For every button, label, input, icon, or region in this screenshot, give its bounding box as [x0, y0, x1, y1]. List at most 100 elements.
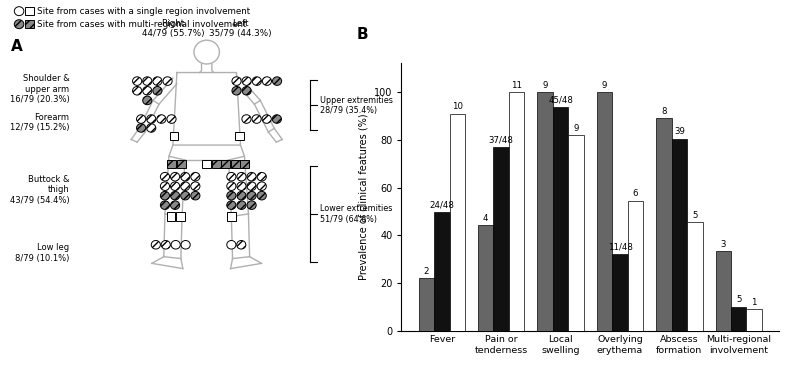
Text: 11/48: 11/48	[607, 243, 632, 251]
Bar	[434, 212, 449, 331]
Circle shape	[151, 240, 161, 249]
Circle shape	[232, 86, 241, 95]
Text: 6: 6	[633, 189, 638, 198]
Bar	[235, 132, 243, 140]
Circle shape	[14, 7, 24, 16]
Circle shape	[153, 86, 162, 95]
Circle shape	[153, 77, 162, 85]
Circle shape	[242, 115, 251, 123]
Circle shape	[180, 182, 190, 190]
Circle shape	[14, 20, 24, 29]
Circle shape	[232, 77, 241, 85]
Bar	[176, 212, 184, 221]
Circle shape	[262, 115, 271, 123]
Circle shape	[227, 240, 236, 249]
Bar	[731, 307, 747, 331]
Circle shape	[157, 115, 166, 123]
Bar	[568, 135, 584, 331]
Bar	[509, 92, 525, 331]
Circle shape	[257, 172, 266, 181]
Circle shape	[161, 191, 169, 200]
Text: 1: 1	[751, 298, 757, 307]
Bar	[25, 7, 34, 15]
Bar	[240, 160, 249, 168]
Bar	[221, 160, 231, 168]
Circle shape	[237, 172, 246, 181]
Circle shape	[142, 96, 152, 105]
Text: 8: 8	[661, 107, 667, 116]
Text: Site from cases with multi-regional involvement: Site from cases with multi-regional invo…	[37, 20, 246, 29]
Bar	[672, 139, 687, 331]
Bar	[176, 160, 185, 168]
Text: Right
44/79 (55.7%): Right 44/79 (55.7%)	[142, 19, 204, 38]
Circle shape	[227, 182, 236, 190]
Circle shape	[170, 172, 180, 181]
Circle shape	[180, 172, 190, 181]
Text: Left
35/79 (44.3%): Left 35/79 (44.3%)	[209, 19, 272, 38]
Circle shape	[242, 77, 251, 85]
Text: 5: 5	[736, 295, 742, 304]
Bar	[167, 160, 176, 168]
Bar	[553, 107, 568, 331]
Circle shape	[257, 182, 266, 190]
Circle shape	[146, 115, 156, 123]
Text: Shoulder &
upper arm
16/79 (20.3%): Shoulder & upper arm 16/79 (20.3%)	[10, 74, 70, 104]
Text: 4: 4	[483, 214, 488, 222]
Bar	[537, 92, 553, 331]
Text: 37/48: 37/48	[489, 135, 514, 144]
Circle shape	[242, 86, 251, 95]
Bar	[628, 201, 643, 331]
Circle shape	[237, 201, 246, 209]
Circle shape	[161, 182, 169, 190]
Circle shape	[161, 172, 169, 181]
Circle shape	[191, 191, 200, 200]
Circle shape	[272, 115, 281, 123]
Text: Low leg
8/79 (10.1%): Low leg 8/79 (10.1%)	[15, 243, 70, 263]
Circle shape	[137, 124, 145, 132]
Text: 3: 3	[720, 240, 726, 249]
Circle shape	[191, 182, 200, 190]
Bar	[211, 160, 220, 168]
Text: 9: 9	[573, 124, 579, 133]
Bar	[656, 118, 672, 331]
Text: A: A	[11, 39, 23, 54]
Bar	[494, 147, 509, 331]
Text: 9: 9	[542, 81, 548, 90]
Bar	[231, 160, 239, 168]
Bar	[449, 114, 465, 331]
Text: 24/48: 24/48	[429, 200, 454, 209]
Text: 11: 11	[511, 81, 522, 90]
Circle shape	[273, 77, 281, 85]
Circle shape	[237, 191, 246, 200]
Bar	[227, 212, 235, 221]
Circle shape	[133, 86, 142, 95]
Circle shape	[247, 191, 256, 200]
Circle shape	[227, 172, 236, 181]
Circle shape	[137, 115, 145, 123]
Text: 10: 10	[452, 102, 463, 111]
Bar	[25, 20, 34, 28]
Bar	[202, 160, 211, 168]
Circle shape	[181, 240, 190, 249]
Circle shape	[227, 201, 236, 209]
Circle shape	[191, 172, 200, 181]
Circle shape	[161, 240, 170, 249]
Circle shape	[163, 77, 172, 85]
Circle shape	[262, 77, 271, 85]
Bar	[169, 132, 178, 140]
Circle shape	[227, 191, 236, 200]
Circle shape	[247, 201, 256, 209]
Circle shape	[252, 115, 261, 123]
Y-axis label: Prevalence of clinical features (%): Prevalence of clinical features (%)	[359, 114, 369, 280]
Text: 39: 39	[674, 128, 684, 137]
Bar	[687, 222, 703, 331]
Circle shape	[170, 191, 180, 200]
Circle shape	[167, 115, 176, 123]
Circle shape	[142, 86, 152, 95]
Bar	[166, 212, 175, 221]
Text: Lower extremities
51/79 (64.6%): Lower extremities 51/79 (64.6%)	[320, 204, 393, 224]
Circle shape	[161, 201, 169, 209]
Circle shape	[180, 191, 190, 200]
Text: 45/48: 45/48	[549, 95, 573, 105]
Bar	[597, 92, 612, 331]
